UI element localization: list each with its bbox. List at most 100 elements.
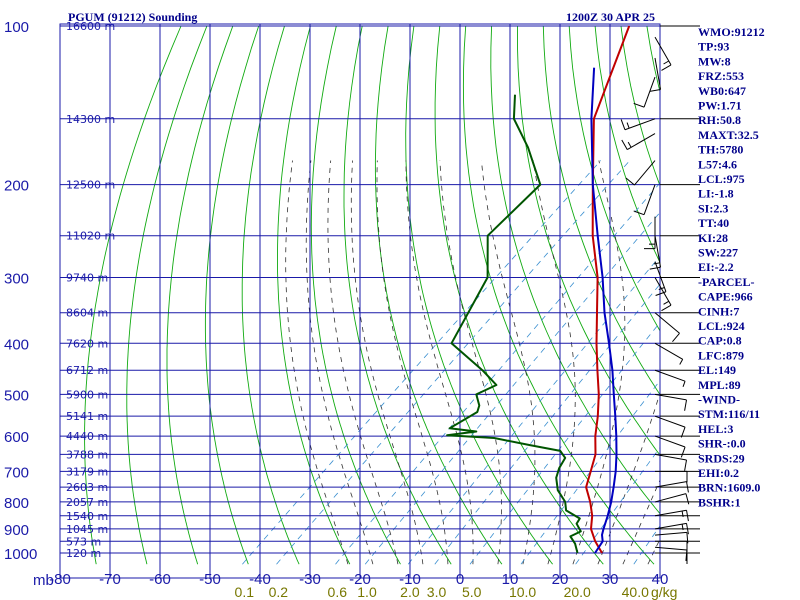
sounding-index: MPL:89 bbox=[698, 378, 741, 392]
sounding-index: FRZ:553 bbox=[698, 69, 744, 83]
wind-barb-staff bbox=[654, 36, 672, 66]
mixing-ratio-label: 20.0 bbox=[564, 584, 591, 600]
sounding-index: EI:-2.2 bbox=[698, 260, 734, 274]
pressure-tick-labels: 100 200 300 400 500 600 700 800 900 1000 bbox=[4, 19, 37, 563]
wind-barb bbox=[654, 369, 686, 387]
height-label: 5141 m bbox=[66, 410, 108, 423]
wind-barb-flag bbox=[686, 523, 689, 535]
sounding-index: SI:2.3 bbox=[698, 201, 728, 215]
wind-barb-flag bbox=[681, 510, 684, 518]
wind-barb bbox=[654, 481, 689, 493]
wind-barb bbox=[649, 235, 662, 270]
wind-barb bbox=[654, 312, 680, 343]
wind-barb-flag bbox=[686, 532, 689, 544]
wind-barb bbox=[625, 160, 656, 186]
wind-barb bbox=[644, 216, 656, 250]
sounding-index: LCL:924 bbox=[698, 319, 745, 333]
moist-adiabat bbox=[350, 160, 424, 565]
sounding-index: EHI:0.2 bbox=[698, 466, 739, 480]
wind-barb bbox=[654, 277, 672, 312]
pressure-tick-label: 700 bbox=[4, 464, 29, 481]
wind-barb-flag bbox=[625, 177, 635, 186]
moist-adiabat bbox=[376, 160, 449, 565]
sounding-index: CAP:0.8 bbox=[698, 334, 742, 348]
wind-barb-staff bbox=[654, 546, 687, 551]
wind-barb-flag bbox=[685, 493, 690, 505]
temperature-tick-label: -80 bbox=[49, 571, 71, 588]
mixing-ratio-line bbox=[335, 182, 660, 565]
sounding-index: -PARCEL- bbox=[698, 275, 754, 289]
wind-barb-flag bbox=[672, 332, 680, 343]
sounding-index: SW:227 bbox=[698, 246, 738, 260]
dry-adiabat bbox=[374, 25, 503, 565]
pressure-tick-label: 600 bbox=[4, 429, 29, 446]
parcel-line bbox=[590, 67, 618, 554]
wind-barb-staff bbox=[654, 481, 687, 488]
sounding-index: MW:8 bbox=[698, 54, 731, 68]
wind-barb bbox=[654, 509, 689, 522]
height-label: 1045 m bbox=[66, 523, 108, 536]
dry-adiabat bbox=[542, 25, 660, 396]
profile-series bbox=[446, 25, 631, 554]
wind-barb bbox=[654, 531, 689, 544]
sounding-index: -WIND- bbox=[698, 393, 740, 407]
wind-barb bbox=[655, 470, 688, 483]
height-label: 9740 m bbox=[66, 271, 108, 284]
mixing-ratio-line bbox=[242, 160, 602, 565]
wind-barb-flag bbox=[682, 381, 686, 387]
height-label: 8604 m bbox=[66, 307, 108, 320]
dry-adiabat bbox=[462, 25, 655, 565]
mixing-ratio-line bbox=[575, 447, 660, 565]
sounding-index: EL:149 bbox=[698, 363, 736, 377]
temperature-tick-label: -40 bbox=[249, 571, 271, 588]
wind-barb-staff bbox=[624, 118, 656, 131]
mixing-ratio-label: 0.1 bbox=[235, 584, 255, 600]
mixing-ratio-line bbox=[364, 211, 660, 565]
dry-adiabat bbox=[126, 25, 208, 565]
dry-adiabat bbox=[84, 25, 182, 565]
sounding-index: BRN:1609.0 bbox=[698, 481, 760, 495]
sounding-index: SHR-:0.0 bbox=[698, 437, 746, 451]
wind-barb-staff bbox=[654, 369, 686, 382]
moist-adiabat bbox=[532, 160, 576, 565]
wind-barb bbox=[620, 118, 656, 131]
wind-barb-staff bbox=[654, 493, 687, 503]
height-label: 120 m bbox=[66, 547, 101, 560]
pressure-tick-label: 200 bbox=[4, 178, 29, 195]
wind-barb-flag bbox=[621, 139, 628, 150]
temperature-tick-labels: -80 -70 -60 -50 -40 -30 -20 -10 0 10 20 30 40 bbox=[49, 571, 668, 588]
pressure-tick-label: 100 bbox=[4, 19, 29, 36]
wind-barb-flag bbox=[680, 426, 686, 438]
wind-barb-staff bbox=[654, 312, 680, 334]
dry-adiabat bbox=[517, 26, 660, 456]
mixing-ratio-line bbox=[434, 283, 660, 565]
sounding-index: PW:1.71 bbox=[698, 99, 742, 113]
wind-barb bbox=[654, 342, 684, 365]
mixing-ratio-label: 40.0 bbox=[622, 584, 649, 600]
dry-adiabat bbox=[277, 25, 351, 565]
height-label: 7620 m bbox=[66, 337, 108, 350]
height-label: 5900 m bbox=[66, 388, 108, 401]
sounding-index: WMO:91212 bbox=[698, 25, 765, 39]
wind-barb-flag bbox=[686, 510, 689, 522]
valid-time: 1200Z 30 APR 25 bbox=[566, 10, 655, 24]
wind-barb-flag bbox=[681, 524, 684, 531]
station-title: PGUM (91212) Sounding bbox=[68, 10, 197, 24]
height-label: 1540 m bbox=[66, 510, 108, 523]
wind-barb bbox=[654, 393, 688, 411]
height-label: 11020 m bbox=[66, 230, 115, 243]
wind-barb-staff bbox=[654, 435, 686, 448]
sounding-index: LFC:879 bbox=[698, 348, 744, 362]
wind-barb bbox=[654, 415, 686, 438]
wind-barb-staff bbox=[643, 184, 656, 215]
sounding-index: HEL:3 bbox=[698, 422, 733, 436]
sounding-index: TP:93 bbox=[698, 40, 729, 54]
wind-barb-flag bbox=[658, 287, 665, 291]
wind-barb-flag bbox=[626, 122, 630, 129]
wind-barb bbox=[655, 540, 688, 553]
wind-barb-staff bbox=[654, 277, 672, 306]
temperature-tick-label: -10 bbox=[399, 571, 421, 588]
sounding-index: SRDS:29 bbox=[698, 451, 745, 465]
